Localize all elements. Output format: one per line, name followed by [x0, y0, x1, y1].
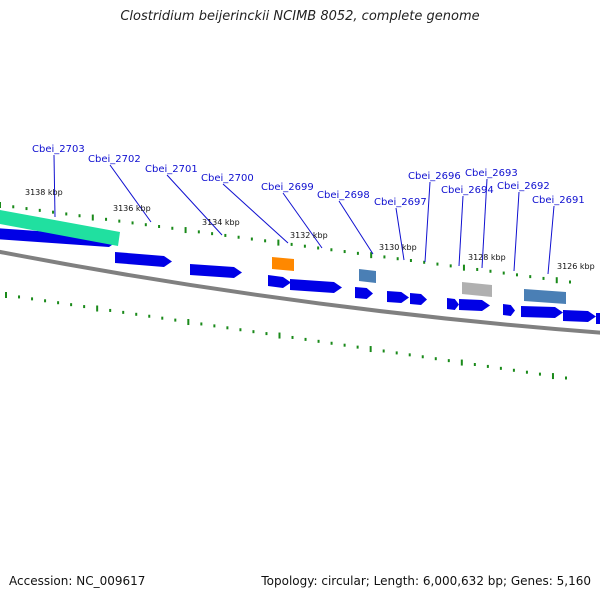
- accession-text: Accession: NC_009617: [9, 574, 146, 588]
- gene-leader-line: [222, 183, 289, 244]
- gene-label: Cbei_2692: [497, 181, 550, 192]
- gene-leader-line: [166, 174, 223, 236]
- gene-leader-line: [458, 195, 464, 267]
- tick-label: 3132 kbp: [290, 231, 328, 240]
- cds-arrow: [410, 293, 427, 305]
- feature-highlight-gray: [462, 282, 492, 297]
- cds-arrow: [355, 287, 373, 299]
- genome-backbone: [0, 249, 600, 335]
- gene-label: Cbei_2702: [88, 154, 141, 165]
- cds-arrow: [447, 298, 459, 310]
- tick-label: 3134 kbp: [202, 218, 240, 227]
- gene-leader-line: [53, 154, 56, 218]
- gene-leader-line: [109, 164, 152, 223]
- gene-label: Cbei_2696: [408, 171, 461, 182]
- gene-leader-line: [424, 181, 431, 263]
- cds-arrow: [459, 299, 490, 311]
- cds-arrow: [190, 264, 242, 278]
- gene-leader-line: [481, 178, 488, 269]
- tick-labels: 3138 kbp 3136 kbp 3134 kbp 3132 kbp 3130 kbp…: [25, 188, 595, 271]
- gene-leader-line: [513, 191, 520, 272]
- genome-summary-text: Topology: circular; Length: 6,000,632 bp…: [261, 574, 591, 588]
- feature-highlight-steelblue: [359, 269, 376, 283]
- feature-track: [0, 210, 600, 324]
- feature-highlight-green: [0, 210, 120, 246]
- gene-label: Cbei_2691: [532, 195, 585, 206]
- gene-leader-line: [338, 200, 374, 255]
- tick-label: 3130 kbp: [379, 243, 417, 252]
- gene-leader-line: [547, 205, 555, 275]
- gene-label: Cbei_2700: [201, 173, 254, 184]
- cds-arrow: [115, 252, 172, 267]
- cds-arrow: [0, 228, 117, 247]
- tick-label: 3136 kbp: [113, 204, 151, 213]
- cds-arrow: [268, 275, 291, 288]
- gene-label: Cbei_2701: [145, 164, 198, 175]
- map-title: Clostridium beijerinckii NCIMB 8052, com…: [120, 9, 480, 24]
- cds-arrow: [290, 279, 342, 293]
- tick-marks: [0, 202, 571, 380]
- tick-label: 3128 kbp: [468, 253, 506, 262]
- gene-label: Cbei_2699: [261, 182, 314, 193]
- cds-arrow: [596, 313, 600, 324]
- gene-label: Cbei_2698: [317, 190, 370, 201]
- cds-arrow: [503, 304, 515, 316]
- cds-arrow: [521, 306, 563, 318]
- cds-arrow: [387, 291, 409, 303]
- feature-highlight-steelblue: [524, 289, 566, 304]
- gene-label: Cbei_2703: [32, 144, 85, 155]
- gene-leader-line: [395, 207, 405, 261]
- gene-leader-line: [282, 192, 323, 249]
- tick-label: 3126 kbp: [557, 262, 595, 271]
- gene-label: Cbei_2697: [374, 197, 427, 208]
- cds-arrow: [563, 310, 596, 322]
- gene-label: Cbei_2694: [441, 185, 494, 196]
- gene-label: Cbei_2693: [465, 168, 518, 179]
- feature-highlight-orange: [272, 257, 294, 271]
- tick-label: 3138 kbp: [25, 188, 63, 197]
